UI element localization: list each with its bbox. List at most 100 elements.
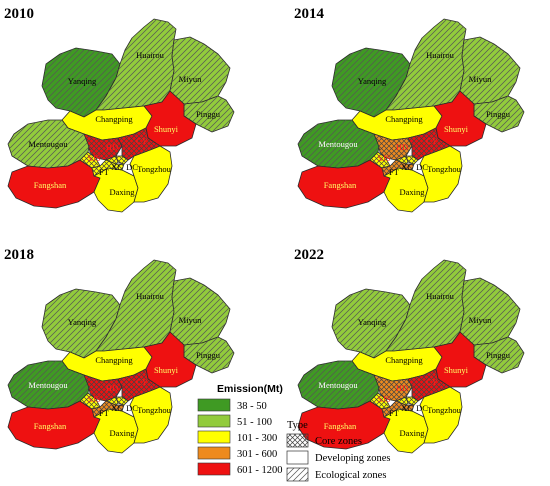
- type-label: Developing zones: [315, 453, 391, 464]
- district-label-daxing: Daxing: [399, 187, 425, 197]
- district-huairou-hatch: [96, 260, 176, 351]
- district-label-hd: HD: [396, 142, 408, 152]
- district-xc-hatch: [106, 156, 118, 164]
- district-label-xc: XC: [111, 403, 123, 413]
- district-label-cy: CY: [426, 136, 438, 146]
- district-label-mentougou: Mentougou: [318, 380, 358, 390]
- district-label-fangshan: Fangshan: [324, 180, 357, 190]
- emission-swatch: [197, 462, 231, 476]
- emission-legend-title: Emission(Mt): [217, 383, 283, 395]
- district-label-tongzhou: Tongzhou: [137, 405, 172, 415]
- beijing-map: Yanqing Huairou Miyun Pinggu Changping Shunyi…: [297, 18, 525, 213]
- beijing-map: Yanqing Huairou Miyun Pinggu Changping Shunyi…: [7, 259, 235, 454]
- district-xc-hatch: [396, 156, 408, 164]
- district-label-pinggu: Pinggu: [486, 109, 511, 119]
- district-label-pinggu: Pinggu: [196, 109, 221, 119]
- district-label-mentougou: Mentougou: [28, 380, 68, 390]
- district-miyun-hatch: [460, 37, 520, 104]
- map-panel-2022: 2022 Yanqing Huairou Miyun Pinggu Changping S…: [294, 247, 525, 454]
- emission-class-label: 38 - 50: [237, 401, 267, 412]
- district-label-cy: CY: [136, 377, 148, 387]
- district-label-shunyi: Shunyi: [154, 124, 179, 134]
- district-label-dc: DC: [416, 162, 428, 172]
- district-yanqing-hatch: [42, 48, 120, 117]
- map-year-title: 2018: [4, 247, 34, 263]
- district-pinggu-hatch: [474, 337, 524, 373]
- district-sjs-hatch: [370, 152, 390, 168]
- emission-legend: Emission(Mt) 38 - 50 51 - 100 101 - 300 301…: [197, 383, 283, 476]
- district-label-huairou: Huairou: [426, 291, 455, 301]
- district-label-hd: HD: [396, 383, 408, 393]
- district-mentougou-hatch: [8, 361, 90, 409]
- emission-legend-items: 38 - 50 51 - 100 101 - 300 301 - 600 601 - 1…: [197, 398, 283, 476]
- district-label-ft: FT: [99, 167, 110, 177]
- district-label-sjs: SJS: [378, 153, 391, 163]
- district-pinggu-hatch: [184, 337, 234, 373]
- emission-swatch: [197, 398, 231, 412]
- district-label-xc: XC: [401, 162, 413, 172]
- district-label-miyun: Miyun: [179, 315, 202, 325]
- district-label-changping: Changping: [385, 114, 423, 124]
- type-label: Core zones: [315, 436, 362, 447]
- emission-class-label: 101 - 300: [237, 433, 277, 444]
- district-yanqing-hatch: [332, 48, 410, 117]
- district-pinggu-hatch: [474, 96, 524, 132]
- district-cy-hatch: [408, 369, 450, 401]
- district-label-xc: XC: [401, 403, 413, 413]
- district-label-hd: HD: [106, 142, 118, 152]
- district-label-cy: CY: [426, 377, 438, 387]
- district-label-yanqing: Yanqing: [358, 76, 387, 86]
- district-label-fangshan: Fangshan: [34, 180, 67, 190]
- district-label-changping: Changping: [95, 114, 133, 124]
- type-swatch-diagonal: [286, 467, 309, 482]
- district-hd-hatch: [374, 375, 412, 401]
- district-xc-hatch: [106, 397, 118, 405]
- type-legend: Type Core zones Developing zones Ecologica…: [286, 420, 391, 482]
- district-label-dc: DC: [416, 403, 428, 413]
- district-label-yanqing: Yanqing: [358, 317, 387, 327]
- district-mentougou-hatch: [298, 120, 380, 168]
- district-label-huairou: Huairou: [136, 291, 165, 301]
- district-label-tongzhou: Tongzhou: [137, 164, 172, 174]
- map-year-title: 2022: [294, 247, 324, 263]
- district-pinggu-hatch: [184, 96, 234, 132]
- district-dc-hatch: [406, 397, 418, 405]
- district-label-shunyi: Shunyi: [154, 365, 179, 375]
- district-label-sjs: SJS: [88, 153, 101, 163]
- district-label-fangshan: Fangshan: [324, 421, 357, 431]
- beijing-map: Yanqing Huairou Miyun Pinggu Changping Shunyi…: [297, 259, 525, 454]
- district-label-dc: DC: [126, 403, 138, 413]
- district-huairou-hatch: [386, 19, 466, 110]
- district-mentougou-hatch: [8, 120, 90, 168]
- district-miyun-hatch: [170, 37, 230, 104]
- district-label-changping: Changping: [95, 355, 133, 365]
- district-sjs-hatch: [80, 152, 100, 168]
- emission-class-label: 601 - 1200: [237, 465, 283, 476]
- district-label-tongzhou: Tongzhou: [427, 164, 462, 174]
- district-label-miyun: Miyun: [469, 315, 492, 325]
- district-label-pinggu: Pinggu: [486, 350, 511, 360]
- map-panel-2018: 2018 Yanqing Huairou Miyun Pinggu Changping S…: [4, 247, 235, 454]
- emission-class-label: 301 - 600: [237, 449, 277, 460]
- district-hd-hatch: [374, 134, 412, 160]
- district-label-pinggu: Pinggu: [196, 350, 221, 360]
- district-label-miyun: Miyun: [469, 74, 492, 84]
- district-label-sjs: SJS: [378, 394, 391, 404]
- district-label-changping: Changping: [385, 355, 423, 365]
- district-label-huairou: Huairou: [136, 50, 165, 60]
- district-label-daxing: Daxing: [399, 428, 425, 438]
- district-hd-hatch: [84, 134, 122, 160]
- district-label-ft: FT: [99, 408, 110, 418]
- district-yanqing-hatch: [332, 289, 410, 358]
- emission-class-label: 51 - 100: [237, 417, 272, 428]
- district-label-ft: FT: [389, 408, 400, 418]
- district-label-cy: CY: [136, 136, 148, 146]
- district-sjs-hatch: [370, 393, 390, 409]
- type-legend-title: Type: [287, 420, 308, 431]
- type-label: Ecological zones: [315, 470, 386, 481]
- emission-swatch: [197, 446, 231, 460]
- district-miyun-hatch: [170, 278, 230, 345]
- district-label-shunyi: Shunyi: [444, 124, 469, 134]
- district-label-shunyi: Shunyi: [444, 365, 469, 375]
